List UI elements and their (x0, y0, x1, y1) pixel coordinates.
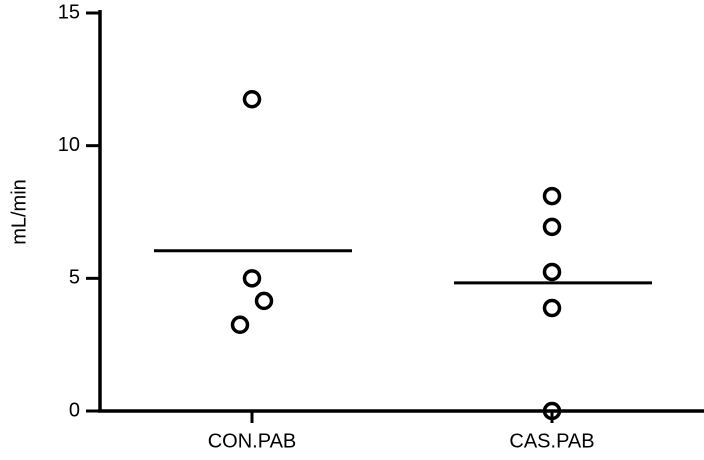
y-tick-label: 0 (69, 399, 80, 421)
y-tick-label: 10 (58, 134, 80, 156)
data-point (542, 401, 562, 421)
y-axis-label: mL/min (8, 179, 30, 245)
data-point (242, 269, 262, 288)
x-tick-label: CAS.PAB (509, 430, 594, 452)
data-point (254, 291, 274, 311)
data-point (542, 217, 562, 237)
y-tick-label: 15 (58, 1, 80, 23)
data-point (542, 186, 562, 206)
data-point (230, 315, 250, 335)
data-point (542, 298, 562, 318)
data-point (242, 89, 262, 109)
data-point (542, 262, 562, 282)
x-tick-label: CON.PAB (208, 430, 297, 452)
y-tick-label: 5 (69, 267, 80, 289)
